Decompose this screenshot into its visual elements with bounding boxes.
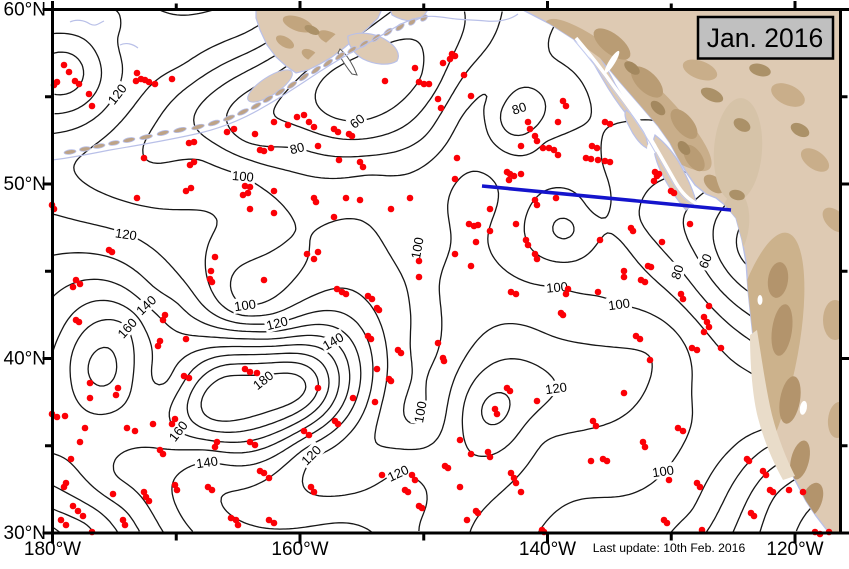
- svg-text:100: 100: [546, 279, 569, 296]
- svg-text:Jan. 2016: Jan. 2016: [707, 23, 823, 53]
- svg-text:140°W: 140°W: [519, 539, 576, 560]
- svg-text:100: 100: [233, 296, 257, 314]
- svg-text:80: 80: [668, 263, 687, 281]
- svg-text:80: 80: [510, 99, 528, 118]
- svg-text:60: 60: [696, 252, 715, 271]
- svg-text:120: 120: [114, 225, 138, 243]
- svg-text:80: 80: [288, 139, 306, 157]
- svg-text:Last update: 10th Feb. 2016: Last update: 10th Feb. 2016: [593, 541, 746, 555]
- svg-text:160°W: 160°W: [271, 539, 328, 560]
- svg-text:60°N: 60°N: [4, 0, 46, 21]
- svg-text:120: 120: [265, 313, 290, 333]
- svg-text:100: 100: [651, 462, 675, 480]
- svg-text:180°W: 180°W: [24, 539, 81, 560]
- svg-text:40°N: 40°N: [4, 349, 46, 370]
- svg-text:100: 100: [232, 168, 255, 185]
- svg-text:140: 140: [195, 453, 219, 471]
- svg-text:120°W: 120°W: [766, 539, 823, 560]
- svg-text:100: 100: [408, 236, 427, 260]
- svg-text:120: 120: [544, 379, 568, 397]
- svg-text:100: 100: [411, 400, 430, 424]
- svg-text:50°N: 50°N: [4, 174, 46, 195]
- svg-text:30°N: 30°N: [4, 523, 46, 544]
- svg-text:100: 100: [607, 295, 631, 313]
